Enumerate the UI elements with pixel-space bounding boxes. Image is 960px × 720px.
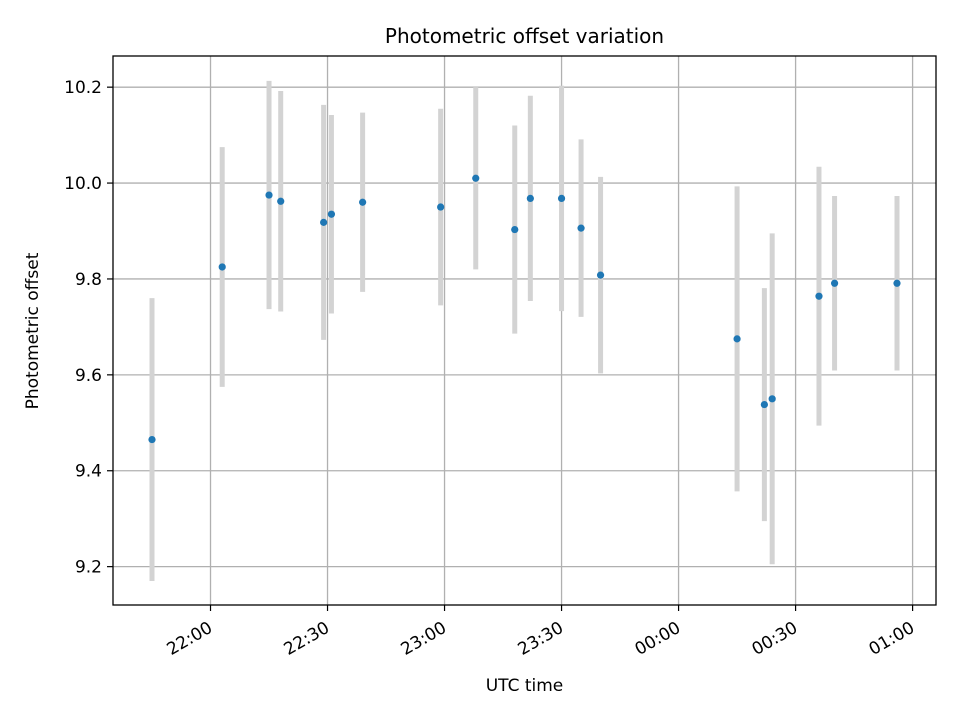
- data-point: [437, 203, 445, 211]
- plot-frame: [112, 55, 937, 606]
- data-point: [830, 279, 839, 287]
- data-point: [557, 194, 566, 203]
- y-tick-label: 9.8: [75, 270, 102, 290]
- data-point: [472, 174, 480, 182]
- data-point: [320, 218, 328, 226]
- data-point: [893, 279, 901, 287]
- data-point: [760, 400, 768, 409]
- data-point: [277, 197, 285, 205]
- y-axis-label: Photometric offset: [23, 252, 43, 409]
- data-point: [526, 194, 534, 203]
- grid-layer: [113, 56, 936, 605]
- y-tick-label: 9.6: [75, 366, 102, 386]
- data-point: [768, 395, 776, 403]
- data-point: [359, 198, 367, 206]
- y-tick-label: 9.4: [75, 462, 102, 482]
- data-point: [511, 225, 519, 234]
- data-point: [265, 191, 273, 199]
- point-layer: [148, 174, 901, 444]
- data-point: [815, 292, 823, 300]
- axes-layer: [112, 55, 937, 606]
- data-point: [218, 263, 226, 271]
- x-axis-label: UTC time: [486, 676, 564, 696]
- data-point: [596, 271, 605, 279]
- data-point: [733, 335, 741, 343]
- y-tick-label: 10.0: [64, 174, 102, 194]
- data-point: [327, 210, 336, 218]
- y-tick-label: 9.2: [75, 558, 102, 578]
- y-tick-label: 10.2: [64, 78, 102, 98]
- chart-title: Photometric offset variation: [385, 24, 664, 48]
- data-point: [148, 435, 156, 444]
- data-point: [577, 224, 585, 232]
